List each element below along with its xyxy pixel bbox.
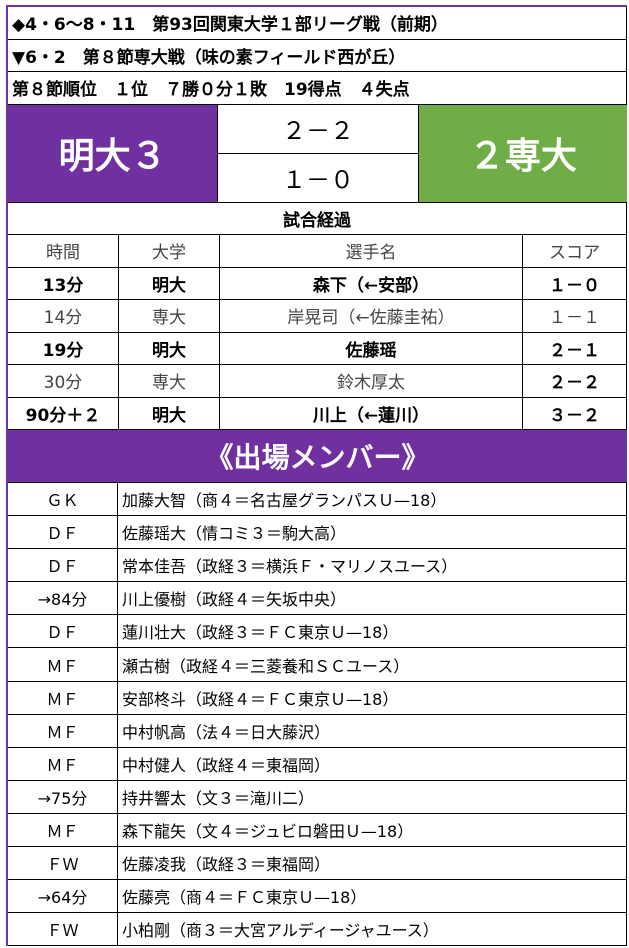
first-half-score: ２－２ — [218, 105, 418, 154]
member-row: →84分 川上優樹（政経４＝矢坂中央） — [8, 582, 627, 616]
member-position: →84分 — [8, 582, 118, 615]
member-row: →75分 持井響太（文３＝滝川二） — [8, 780, 627, 814]
goal-time: 19分 — [42, 340, 84, 361]
goal-player: 鈴木厚太 — [219, 365, 522, 397]
home-team-score: 明大３ — [8, 104, 218, 202]
goal-score: ３－２ — [522, 397, 626, 429]
member-position: ＦＷ — [8, 847, 118, 880]
league-info-row: ◆4・6～8・11 第93回関東大学１部リーグ戦（前期） — [8, 7, 627, 40]
match-info-row: ▼6・2 第８節専大戦（味の素フィールド西が丘） — [8, 39, 627, 72]
member-name: 常本佳吾（政経３＝横浜Ｆ・マリノスユース） — [122, 557, 458, 577]
col-score: スコア — [522, 235, 626, 267]
member-position: ＭＦ — [8, 813, 118, 847]
member-row: ＭＦ 森下龍矢（文４＝ジュビロ磐田Ｕ—18） — [8, 813, 627, 848]
member-position: ＭＦ — [8, 714, 118, 747]
member-position: ＤＦ — [8, 516, 118, 549]
goal-score: ２－２ — [522, 365, 626, 397]
member-name: 安部柊斗（政経４＝ＦＣ東京Ｕ—18） — [122, 689, 399, 709]
col-team: 大学 — [118, 235, 219, 267]
members-banner: 《出場メンバー》 — [8, 430, 627, 483]
member-name: 加藤大智（商４＝名古屋グランパスＵ—18） — [122, 491, 447, 511]
members-list: ＧＫ 加藤大智（商４＝名古屋グランパスＵ—18） ＤＦ 佐藤瑶大（情コミ３＝駒大高） Ｄ… — [8, 483, 627, 947]
member-position: ＧＫ — [8, 483, 118, 516]
goal-row: 30分 専大 鈴木厚太 ２－２ — [8, 365, 627, 398]
member-row: ＦＷ 佐藤凌我（政経３＝東福岡） — [8, 847, 627, 881]
goal-score: １－０ — [522, 267, 626, 299]
member-position: ＤＦ — [8, 549, 118, 582]
second-half-score: １－０ — [282, 166, 354, 194]
member-row: ＧＫ 加藤大智（商４＝名古屋グランパスＵ—18） — [8, 483, 627, 517]
away-team-score: ２専大 — [418, 104, 628, 202]
member-position: →75分 — [8, 780, 118, 813]
member-row: ＭＦ 中村帆高（法４＝日大藤沢） — [8, 714, 627, 748]
member-name: 森下龍矢（文４＝ジュビロ磐田Ｕ—18） — [122, 821, 414, 841]
goal-score: ２－１ — [522, 332, 626, 364]
member-row: ＦＷ 小柏剛（商３＝大宮アルディージャユース） — [8, 913, 627, 947]
goal-time: 30分 — [43, 373, 83, 394]
member-position: →64分 — [8, 880, 118, 913]
goal-row: 13分 明大 森下（←安部） １－０ — [8, 267, 627, 300]
member-row: ＭＦ 安部柊斗（政経４＝ＦＣ東京Ｕ—18） — [8, 681, 627, 715]
member-name: 佐藤瑶大（情コミ３＝駒大高） — [122, 524, 347, 544]
member-name: 持井響太（文３＝滝川二） — [122, 788, 315, 808]
member-row: →64分 佐藤亮（商４＝ＦＣ東京Ｕ—18） — [8, 880, 627, 914]
goal-team: 明大 — [118, 332, 219, 364]
member-position: ＦＷ — [8, 913, 118, 946]
member-name: 川上優樹（政経４＝矢坂中央） — [122, 590, 347, 610]
member-row: ＤＦ 常本佳吾（政経３＝横浜Ｆ・マリノスユース） — [8, 549, 627, 583]
goal-player: 岸晃司（←佐藤圭祐） — [219, 300, 522, 332]
standing-info-row: 第８節順位 １位 ７勝０分１敗 19得点 ４失点 — [8, 72, 627, 105]
half-scores: ２－２ １－０ — [217, 104, 419, 202]
goal-player: 佐藤瑶 — [219, 332, 522, 364]
match-report-sheet: ◆4・6～8・11 第93回関東大学１部リーグ戦（前期） ▼6・2 第８節専大戦… — [6, 5, 628, 947]
goal-team: 専大 — [118, 300, 219, 332]
standing-info: 第８節順位 １位 ７勝０分１敗 19得点 ４失点 — [12, 80, 410, 101]
member-name: 小柏剛（商３＝大宮アルディージャユース） — [122, 921, 439, 941]
member-name: 中村帆高（法４＝日大藤沢） — [122, 722, 331, 742]
member-position: ＭＦ — [8, 747, 118, 780]
match-info: ▼6・2 第８節専大戦（味の素フィールド西が丘） — [12, 47, 406, 68]
member-name: 蓮川壮大（政経３＝ＦＣ東京Ｕ—18） — [122, 623, 399, 643]
goal-time: 14分 — [43, 308, 83, 329]
goal-player: 川上（←蓮川） — [219, 397, 522, 429]
goal-time: 13分 — [42, 275, 84, 296]
member-name: 佐藤亮（商４＝ＦＣ東京Ｕ—18） — [122, 888, 367, 908]
goal-score: １－１ — [522, 300, 626, 332]
goal-team: 明大 — [118, 397, 219, 429]
member-row: ＭＦ 瀬古樹（政経４＝三菱養和ＳＣユース） — [8, 648, 627, 682]
progress-header: 時間 大学 選手名 スコア — [8, 235, 627, 268]
member-name: 佐藤凌我（政経３＝東福岡） — [122, 855, 331, 875]
member-row: ＤＦ 蓮川壮大（政経３＝ＦＣ東京Ｕ—18） — [8, 615, 627, 649]
member-position: ＭＦ — [8, 681, 118, 714]
member-row: ＭＦ 中村健人（政経４＝東福岡） — [8, 747, 627, 781]
progress-title: 試合経過 — [8, 202, 627, 235]
league-info: ◆4・6～8・11 第93回関東大学１部リーグ戦（前期） — [12, 15, 448, 36]
member-position: ＭＦ — [8, 648, 118, 681]
goal-time: 90分＋２ — [25, 405, 101, 426]
goal-row: 90分＋２ 明大 川上（←蓮川） ３－２ — [8, 397, 627, 430]
col-time: 時間 — [46, 243, 80, 264]
member-position: ＤＦ — [8, 615, 118, 648]
member-name: 中村健人（政経４＝東福岡） — [122, 755, 331, 775]
goal-team: 明大 — [118, 267, 219, 299]
scoreboard: 明大３ ２－２ １－０ ２専大 — [8, 104, 628, 203]
goal-row: 19分 明大 佐藤瑶 ２－１ — [8, 332, 627, 365]
goal-player: 森下（←安部） — [219, 267, 522, 299]
member-row: ＤＦ 佐藤瑶大（情コミ３＝駒大高） — [8, 516, 627, 550]
goal-row: 14分 専大 岸晃司（←佐藤圭祐） １－１ — [8, 300, 627, 333]
col-player: 選手名 — [219, 235, 522, 267]
member-name: 瀬古樹（政経４＝三菱養和ＳＣユース） — [122, 656, 410, 676]
goal-team: 専大 — [118, 365, 219, 397]
